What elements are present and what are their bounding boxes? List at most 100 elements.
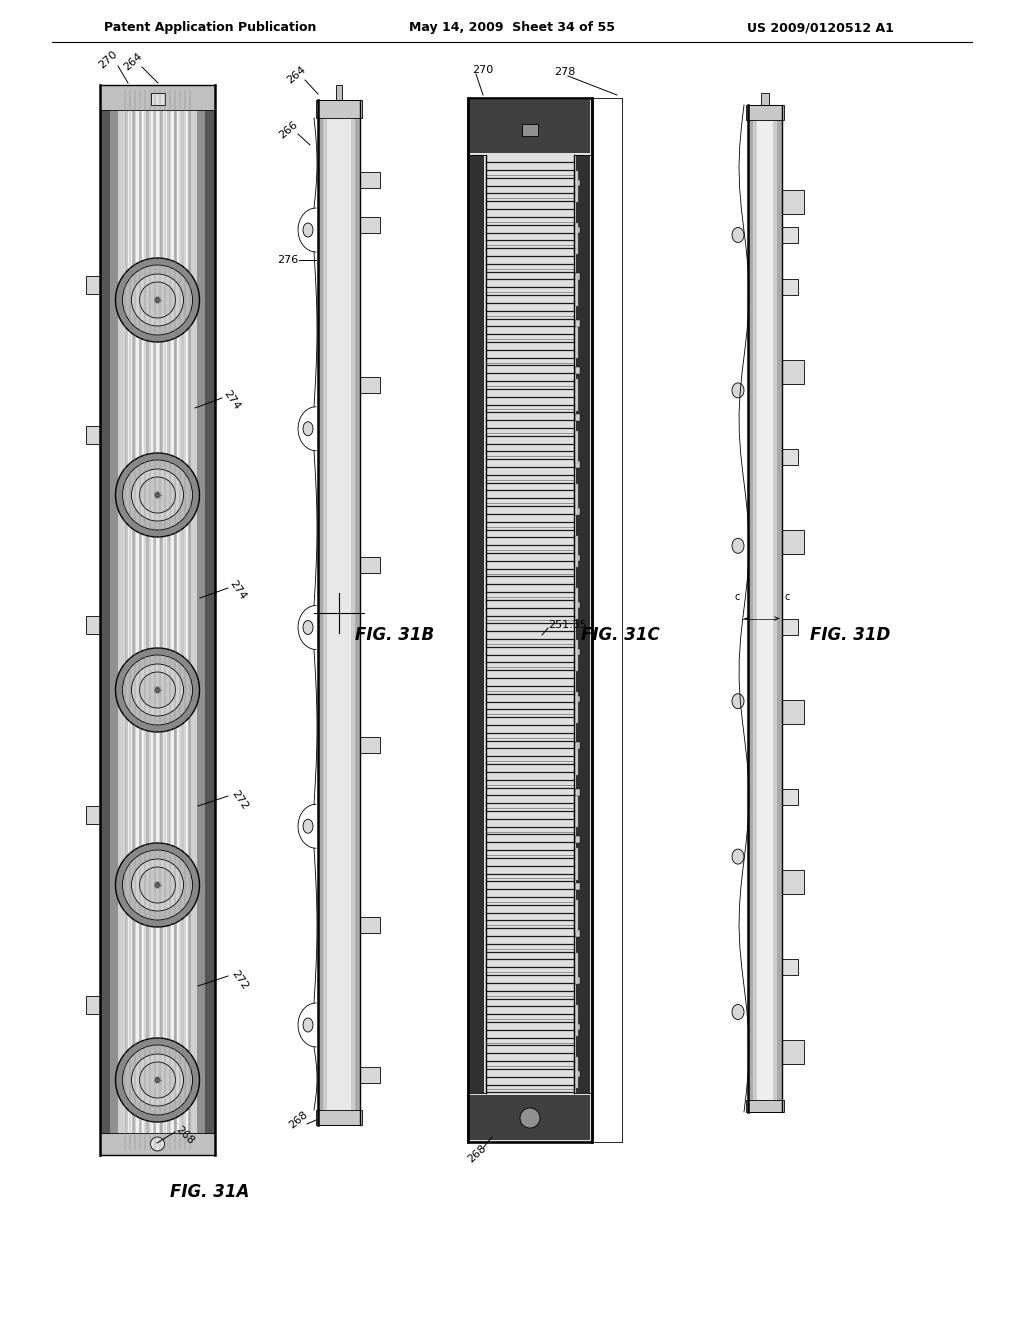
Bar	[575, 931, 580, 937]
Circle shape	[131, 859, 183, 911]
Bar	[355, 100, 360, 1125]
Text: FIG. 31A: FIG. 31A	[170, 1183, 250, 1201]
Circle shape	[123, 1045, 193, 1115]
Ellipse shape	[732, 1005, 744, 1019]
Bar	[574, 849, 578, 879]
Bar	[782, 700, 804, 723]
Bar	[574, 275, 578, 306]
Bar	[151, 92, 165, 106]
Text: c: c	[734, 591, 739, 602]
Bar	[782, 960, 798, 975]
Bar	[575, 1071, 580, 1077]
Circle shape	[123, 655, 193, 725]
Text: 251.35: 251.35	[548, 620, 587, 630]
Bar	[575, 696, 580, 702]
Bar	[574, 483, 578, 515]
Circle shape	[155, 492, 161, 498]
Text: May 14, 2009  Sheet 34 of 55: May 14, 2009 Sheet 34 of 55	[409, 21, 615, 34]
Bar	[574, 692, 578, 723]
Text: 268: 268	[287, 1109, 309, 1131]
Text: FIG. 31B: FIG. 31B	[355, 626, 434, 644]
Bar	[100, 84, 110, 1155]
Bar	[167, 90, 170, 1150]
Bar	[575, 414, 580, 421]
Bar	[360, 172, 380, 187]
Bar	[575, 154, 590, 1093]
Bar	[575, 1024, 580, 1031]
Circle shape	[116, 453, 200, 537]
Bar	[118, 84, 124, 1155]
Bar	[575, 837, 580, 843]
Ellipse shape	[303, 422, 313, 436]
Bar	[575, 461, 580, 467]
Bar	[575, 977, 580, 983]
Bar	[782, 279, 798, 294]
Text: 276: 276	[278, 255, 299, 265]
Bar	[138, 90, 141, 1150]
Bar	[574, 640, 578, 671]
Ellipse shape	[732, 539, 744, 553]
Bar	[782, 227, 798, 243]
Bar	[86, 616, 100, 634]
Bar	[575, 742, 580, 748]
Bar	[574, 379, 578, 411]
Bar	[468, 98, 592, 1142]
Bar	[110, 84, 118, 1155]
Bar	[360, 557, 380, 573]
Bar	[180, 90, 183, 1150]
Bar	[323, 100, 327, 1125]
Bar	[574, 432, 578, 463]
Circle shape	[520, 1107, 540, 1129]
Bar	[574, 744, 578, 775]
Circle shape	[116, 843, 200, 927]
Text: 270: 270	[472, 65, 494, 75]
Bar	[316, 1110, 362, 1125]
Bar	[782, 1040, 804, 1064]
Bar	[131, 90, 134, 1150]
Bar	[575, 180, 580, 186]
Circle shape	[155, 686, 161, 693]
Circle shape	[155, 297, 161, 304]
Ellipse shape	[732, 227, 744, 243]
Text: FIG. 31D: FIG. 31D	[810, 626, 890, 644]
Bar	[160, 90, 163, 1150]
Bar	[574, 953, 578, 983]
Bar	[575, 367, 580, 374]
Ellipse shape	[303, 620, 313, 635]
Bar	[125, 90, 128, 1150]
Text: 264: 264	[122, 51, 144, 73]
Circle shape	[139, 672, 175, 708]
Text: 272: 272	[229, 969, 250, 991]
Bar	[318, 100, 323, 1125]
Bar	[575, 648, 580, 655]
Circle shape	[139, 1063, 175, 1098]
Text: 274: 274	[222, 388, 243, 412]
Bar	[470, 154, 484, 1093]
Bar	[575, 602, 580, 609]
Bar	[782, 789, 798, 805]
Bar	[470, 100, 590, 153]
Text: 278: 278	[554, 67, 575, 77]
Bar	[360, 737, 380, 752]
Circle shape	[139, 477, 175, 513]
Bar	[782, 360, 804, 384]
Ellipse shape	[732, 849, 744, 865]
Ellipse shape	[303, 1018, 313, 1032]
Bar	[748, 106, 782, 1111]
Bar	[522, 124, 538, 136]
Bar	[187, 90, 190, 1150]
Circle shape	[116, 1038, 200, 1122]
Bar	[100, 84, 215, 110]
Circle shape	[131, 469, 183, 521]
Bar	[746, 1100, 784, 1111]
Circle shape	[116, 648, 200, 733]
Text: 266: 266	[276, 119, 299, 141]
Circle shape	[155, 882, 161, 888]
Bar	[782, 619, 798, 635]
Bar	[86, 276, 100, 294]
Bar	[173, 90, 176, 1150]
Bar	[574, 223, 578, 255]
Bar	[575, 508, 580, 515]
Ellipse shape	[732, 383, 744, 397]
Text: 272: 272	[229, 788, 250, 812]
